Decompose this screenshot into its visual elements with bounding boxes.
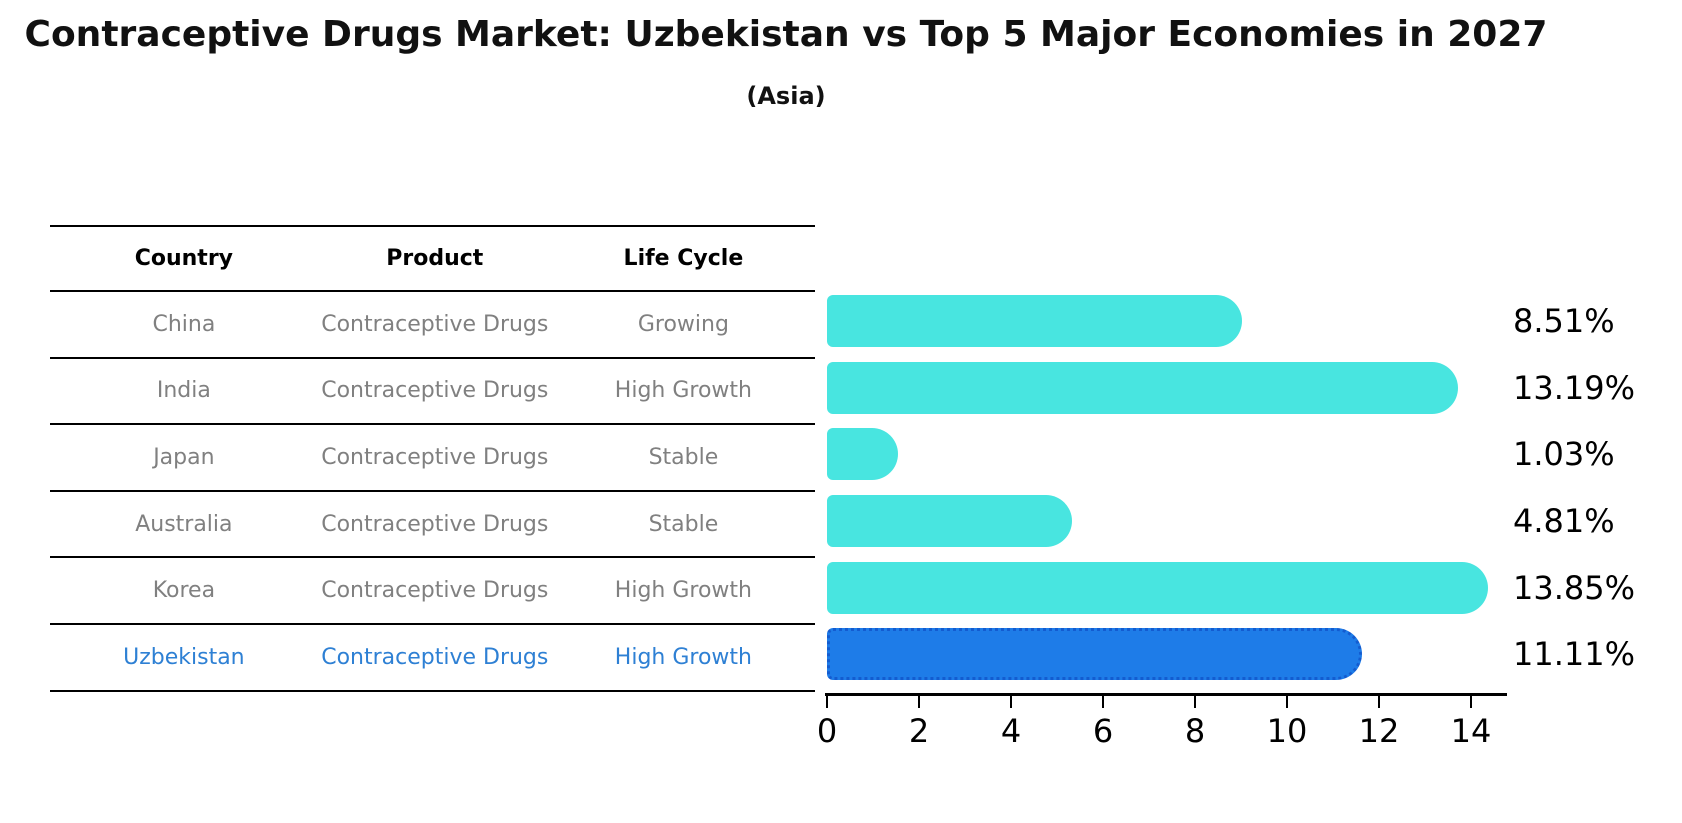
value-label-china: 8.51% bbox=[1513, 302, 1615, 341]
x-axis-line bbox=[825, 693, 1507, 696]
bar-row: 1.03% bbox=[827, 421, 1682, 488]
tick-mark bbox=[1009, 696, 1013, 708]
cell-product: Contraceptive Drugs bbox=[321, 311, 549, 337]
cell-product: Contraceptive Drugs bbox=[321, 578, 549, 604]
bar-row: 13.19% bbox=[827, 355, 1682, 422]
tick-label: 8 bbox=[1184, 712, 1206, 750]
cell-life-cycle: Stable bbox=[648, 444, 719, 470]
cell-country: Japan bbox=[153, 444, 215, 470]
bar-australia bbox=[827, 495, 1073, 548]
value-label-india: 13.19% bbox=[1513, 368, 1636, 407]
table-row: Australia Contraceptive Drugs Stable bbox=[50, 489, 815, 557]
country-table: Country Product Life Cycle China Contrac… bbox=[50, 225, 815, 692]
bar-china bbox=[827, 295, 1243, 348]
column-header-product: Product bbox=[386, 246, 484, 271]
tick-label: 6 bbox=[1092, 712, 1114, 750]
cell-country: Uzbekistan bbox=[123, 644, 245, 670]
bar-korea bbox=[827, 561, 1489, 614]
cell-product: Contraceptive Drugs bbox=[321, 444, 549, 470]
value-label-uzbekistan: 11.11% bbox=[1513, 635, 1636, 674]
bar-row: 11.11% bbox=[827, 621, 1682, 688]
cell-product: Contraceptive Drugs bbox=[321, 511, 549, 537]
cell-life-cycle: High Growth bbox=[614, 644, 752, 670]
cell-country: Korea bbox=[152, 578, 216, 604]
chart-title: Contraceptive Drugs Market: Uzbekistan v… bbox=[24, 14, 1548, 55]
table-row: China Contraceptive Drugs Growing bbox=[50, 290, 815, 357]
chart-subtitle: (Asia) bbox=[746, 82, 826, 110]
value-label-australia: 4.81% bbox=[1513, 502, 1615, 541]
cell-life-cycle: Growing bbox=[637, 311, 729, 337]
column-header-life-cycle: Life Cycle bbox=[623, 246, 744, 271]
bar-row: 8.51% bbox=[827, 288, 1682, 355]
tick-mark bbox=[825, 696, 829, 708]
tick-label: 2 bbox=[908, 712, 930, 750]
cell-life-cycle: High Growth bbox=[614, 378, 752, 404]
tick-mark bbox=[1285, 696, 1289, 708]
table-row: India Contraceptive Drugs High Growth bbox=[50, 356, 815, 424]
tick-label: 10 bbox=[1266, 712, 1308, 750]
bar-uzbekistan-highlighted bbox=[827, 628, 1363, 681]
table-header-row: Country Product Life Cycle bbox=[50, 227, 815, 290]
tick-mark bbox=[1193, 696, 1197, 708]
tick-label: 0 bbox=[816, 712, 838, 750]
value-label-japan: 1.03% bbox=[1513, 435, 1615, 474]
cell-product: Contraceptive Drugs bbox=[321, 644, 549, 670]
bar-india bbox=[827, 361, 1458, 414]
table-row: Japan Contraceptive Drugs Stable bbox=[50, 423, 815, 490]
table-row: Korea Contraceptive Drugs High Growth bbox=[50, 556, 815, 623]
table-row-uzbekistan: Uzbekistan Contraceptive Drugs High Grow… bbox=[50, 622, 815, 690]
bar-japan bbox=[827, 428, 899, 481]
cell-country: China bbox=[152, 311, 216, 337]
cell-product: Contraceptive Drugs bbox=[321, 378, 549, 404]
tick-mark bbox=[1101, 696, 1105, 708]
tick-mark bbox=[1469, 696, 1473, 708]
tick-label: 14 bbox=[1450, 712, 1492, 750]
tick-mark bbox=[917, 696, 921, 708]
column-header-country: Country bbox=[134, 246, 234, 271]
tick-label: 12 bbox=[1358, 712, 1400, 750]
bar-row: 13.85% bbox=[827, 554, 1682, 621]
tick-label: 4 bbox=[1000, 712, 1022, 750]
cell-country: India bbox=[156, 378, 211, 404]
cell-life-cycle: High Growth bbox=[614, 578, 752, 604]
tick-mark bbox=[1377, 696, 1381, 708]
cell-life-cycle: Stable bbox=[648, 511, 719, 537]
bar-row: 4.81% bbox=[827, 488, 1682, 555]
bar-plot: 8.51% 13.19% 1.03% 4.81% 13.85% 11.11% 0… bbox=[817, 288, 1682, 768]
value-label-korea: 13.85% bbox=[1513, 568, 1636, 607]
cell-country: Australia bbox=[135, 511, 233, 537]
